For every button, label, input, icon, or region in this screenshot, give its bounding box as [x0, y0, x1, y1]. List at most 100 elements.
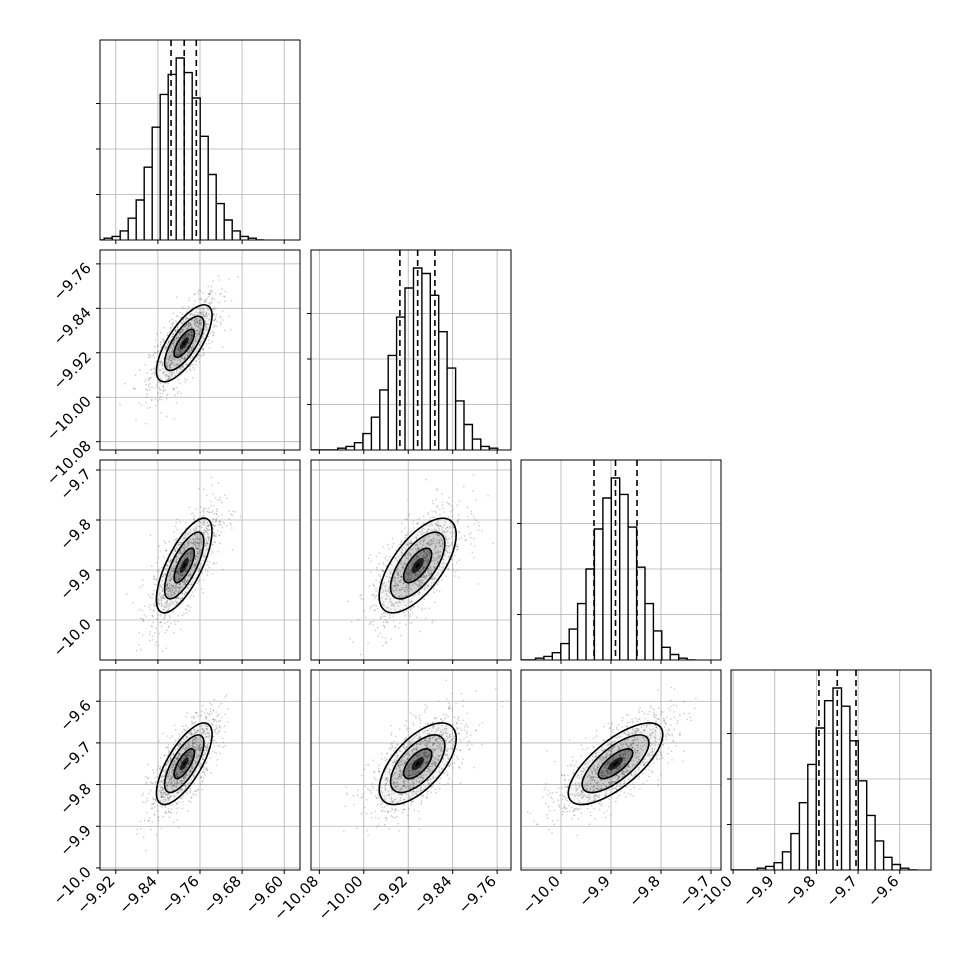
- scatter-point: [369, 608, 372, 610]
- scatter-point: [393, 605, 395, 607]
- scatter-point: [173, 372, 175, 374]
- scatter-point: [179, 741, 182, 744]
- scatter-point: [190, 363, 193, 366]
- scatter-point: [403, 798, 406, 801]
- scatter-point: [178, 753, 181, 755]
- scatter-point: [388, 768, 391, 771]
- scatter-point: [184, 591, 186, 593]
- scatter-point: [172, 784, 174, 787]
- scatter-point: [172, 362, 174, 365]
- scatter-point: [432, 576, 435, 578]
- scatter-point: [154, 782, 156, 784]
- scatter-point: [168, 561, 171, 563]
- scatter-point: [161, 605, 163, 607]
- scatter-point: [186, 334, 189, 337]
- scatter-point: [207, 536, 210, 539]
- scatter-point: [394, 808, 397, 810]
- scatter-point: [160, 786, 163, 788]
- scatter-point: [144, 422, 147, 425]
- scatter-point: [174, 600, 177, 602]
- scatter-point: [186, 745, 188, 748]
- scatter-point: [397, 763, 400, 765]
- scatter-point: [154, 806, 157, 808]
- scatter-point: [223, 296, 226, 298]
- scatter-point: [417, 580, 420, 582]
- scatter-point: [430, 763, 433, 765]
- scatter-point: [175, 774, 177, 777]
- scatter-point: [203, 333, 205, 336]
- scatter-point: [381, 801, 383, 803]
- scatter-point: [420, 801, 423, 804]
- scatter-point: [389, 576, 391, 578]
- scatter-point: [439, 525, 442, 527]
- scatter-point: [384, 618, 386, 621]
- scatter-point: [175, 807, 177, 810]
- scatter-point: [179, 797, 182, 799]
- scatter-point: [178, 557, 180, 560]
- scatter-point: [191, 343, 194, 345]
- panel-content: [100, 460, 300, 660]
- scatter-point: [181, 313, 184, 316]
- scatter-point: [412, 786, 415, 789]
- scatter-point: [165, 792, 167, 795]
- scatter-point: [429, 738, 431, 741]
- panel-content: [311, 460, 511, 660]
- scatter-point: [165, 363, 168, 366]
- scatter-point: [399, 770, 402, 772]
- scatter-point: [194, 293, 196, 295]
- scatter-point: [468, 533, 471, 536]
- scatter-point: [457, 758, 459, 760]
- scatter-point: [456, 561, 458, 564]
- scatter-point: [193, 742, 196, 744]
- scatter-point: [186, 774, 189, 776]
- scatter-point: [213, 332, 215, 334]
- scatter-point: [198, 332, 201, 334]
- scatter-point: [448, 527, 451, 529]
- scatter-point: [165, 769, 167, 772]
- panel-3-0: [96, 669, 301, 874]
- scatter-point: [202, 731, 204, 733]
- scatter-point: [185, 333, 188, 336]
- scatter-point: [187, 545, 189, 547]
- scatter-point: [193, 323, 196, 325]
- scatter-point: [164, 806, 167, 808]
- scatter-point: [167, 378, 169, 381]
- scatter-point: [168, 781, 170, 783]
- scatter-point: [396, 573, 399, 576]
- scatter-point: [192, 512, 194, 515]
- scatter-point: [181, 597, 184, 599]
- scatter-point: [393, 590, 395, 592]
- scatter-point: [404, 761, 406, 764]
- scatter-point: [172, 570, 174, 572]
- scatter-point: [185, 569, 187, 571]
- scatter-point: [202, 313, 205, 316]
- scatter-point: [178, 584, 181, 586]
- scatter-point: [172, 345, 175, 348]
- scatter-point: [162, 387, 165, 389]
- scatter-point: [436, 556, 438, 559]
- scatter-point: [196, 347, 198, 350]
- scatter-point: [192, 357, 194, 359]
- scatter-point: [437, 525, 440, 528]
- scatter-point: [415, 616, 418, 619]
- scatter-point: [451, 541, 454, 544]
- scatter-point: [212, 735, 215, 738]
- scatter-point: [425, 576, 427, 578]
- scatter-point: [438, 540, 440, 543]
- scatter-point: [427, 543, 429, 546]
- scatter-point: [391, 742, 393, 745]
- scatter-point: [178, 765, 180, 767]
- scatter-point: [446, 774, 449, 777]
- panel-1-0: [96, 249, 301, 454]
- scatter-point: [383, 604, 385, 607]
- scatter-point: [193, 514, 196, 517]
- scatter-point: [173, 724, 176, 727]
- scatter-point: [456, 545, 458, 548]
- scatter-point: [174, 548, 176, 550]
- scatter-point: [202, 768, 205, 770]
- scatter-point: [431, 619, 434, 622]
- scatter-point: [154, 777, 157, 779]
- scatter-point: [456, 543, 458, 545]
- scatter-point: [407, 743, 409, 745]
- scatter-point: [209, 292, 211, 294]
